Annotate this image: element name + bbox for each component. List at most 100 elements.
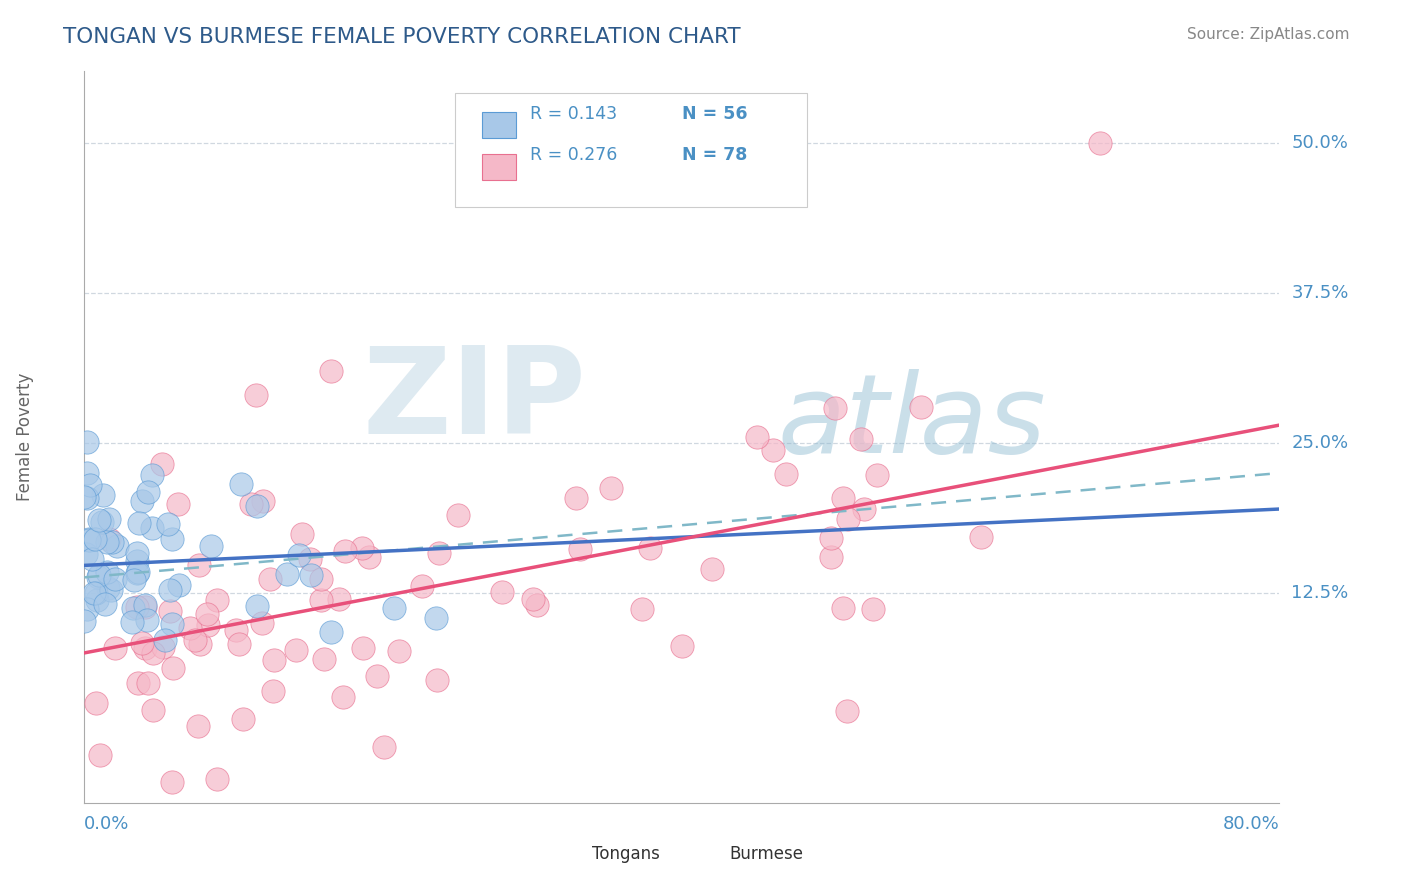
- Point: [862, 601, 884, 615]
- Point: [167, 578, 190, 592]
- Point: [491, 585, 513, 599]
- Point: [824, 401, 846, 416]
- Point: [73, 614, 96, 628]
- Point: [970, 530, 993, 544]
- Point: [83, 586, 105, 600]
- Point: [245, 599, 267, 613]
- Point: [76, 491, 98, 506]
- Point: [125, 546, 148, 560]
- Point: [299, 552, 322, 566]
- Point: [127, 554, 149, 568]
- Point: [153, 633, 176, 648]
- Point: [762, 443, 785, 458]
- Point: [157, 517, 180, 532]
- Point: [98, 532, 121, 546]
- Point: [197, 617, 219, 632]
- Point: [276, 566, 298, 581]
- Point: [84, 696, 107, 710]
- Point: [288, 548, 311, 562]
- Point: [188, 637, 211, 651]
- Text: 80.0%: 80.0%: [1223, 814, 1279, 833]
- Text: Source: ZipAtlas.com: Source: ZipAtlas.com: [1187, 27, 1350, 42]
- Point: [101, 535, 124, 549]
- Point: [285, 642, 308, 657]
- Point: [105, 540, 128, 554]
- Point: [333, 544, 356, 558]
- Point: [309, 572, 332, 586]
- Point: [141, 521, 163, 535]
- Point: [357, 550, 380, 565]
- Point: [122, 574, 145, 588]
- Point: [86, 593, 108, 607]
- Point: [73, 490, 96, 504]
- Text: N = 78: N = 78: [682, 146, 747, 164]
- Point: [96, 566, 118, 580]
- Point: [332, 690, 354, 704]
- Point: [159, 583, 181, 598]
- Point: [411, 579, 433, 593]
- Text: 37.5%: 37.5%: [1292, 285, 1348, 302]
- Point: [382, 601, 405, 615]
- Point: [564, 491, 586, 506]
- Point: [122, 600, 145, 615]
- Point: [195, 607, 218, 622]
- Text: 50.0%: 50.0%: [1292, 135, 1348, 153]
- Point: [426, 673, 449, 687]
- Text: ZIP: ZIP: [363, 342, 586, 459]
- Text: R = 0.143: R = 0.143: [530, 104, 617, 123]
- Point: [205, 772, 228, 787]
- Point: [131, 494, 153, 508]
- Point: [75, 547, 97, 561]
- Point: [89, 513, 111, 527]
- Point: [160, 533, 183, 547]
- Point: [131, 636, 153, 650]
- Point: [104, 641, 127, 656]
- Point: [328, 592, 350, 607]
- Point: [319, 625, 342, 640]
- Point: [87, 568, 110, 582]
- Point: [127, 565, 149, 579]
- Text: TONGAN VS BURMESE FEMALE POVERTY CORRELATION CHART: TONGAN VS BURMESE FEMALE POVERTY CORRELA…: [63, 27, 741, 46]
- Point: [79, 478, 101, 492]
- Point: [262, 684, 284, 698]
- Point: [250, 615, 273, 630]
- FancyBboxPatch shape: [482, 112, 516, 138]
- Point: [910, 400, 932, 414]
- Point: [87, 570, 110, 584]
- Point: [136, 613, 159, 627]
- Point: [134, 640, 156, 655]
- Point: [96, 535, 118, 549]
- Text: R = 0.276: R = 0.276: [530, 146, 617, 164]
- Point: [80, 552, 103, 566]
- Point: [160, 616, 183, 631]
- Point: [373, 739, 395, 754]
- Point: [775, 467, 797, 481]
- Point: [136, 484, 159, 499]
- Point: [820, 531, 842, 545]
- Point: [187, 719, 209, 733]
- Point: [425, 610, 447, 624]
- Point: [246, 499, 269, 513]
- Text: 0.0%: 0.0%: [84, 814, 129, 833]
- Point: [121, 615, 143, 629]
- Point: [832, 491, 855, 505]
- Point: [427, 546, 450, 560]
- Point: [568, 542, 591, 557]
- Point: [134, 598, 156, 612]
- Point: [853, 501, 876, 516]
- Point: [104, 572, 127, 586]
- Point: [160, 775, 183, 789]
- Point: [1090, 136, 1112, 151]
- Point: [447, 508, 470, 522]
- Point: [638, 541, 661, 556]
- Point: [188, 558, 211, 572]
- Point: [76, 466, 98, 480]
- Point: [245, 388, 267, 402]
- Point: [125, 566, 148, 580]
- Point: [232, 712, 254, 726]
- Point: [142, 646, 165, 660]
- Point: [631, 602, 654, 616]
- Point: [152, 640, 174, 654]
- Point: [76, 602, 98, 616]
- Point: [319, 364, 342, 378]
